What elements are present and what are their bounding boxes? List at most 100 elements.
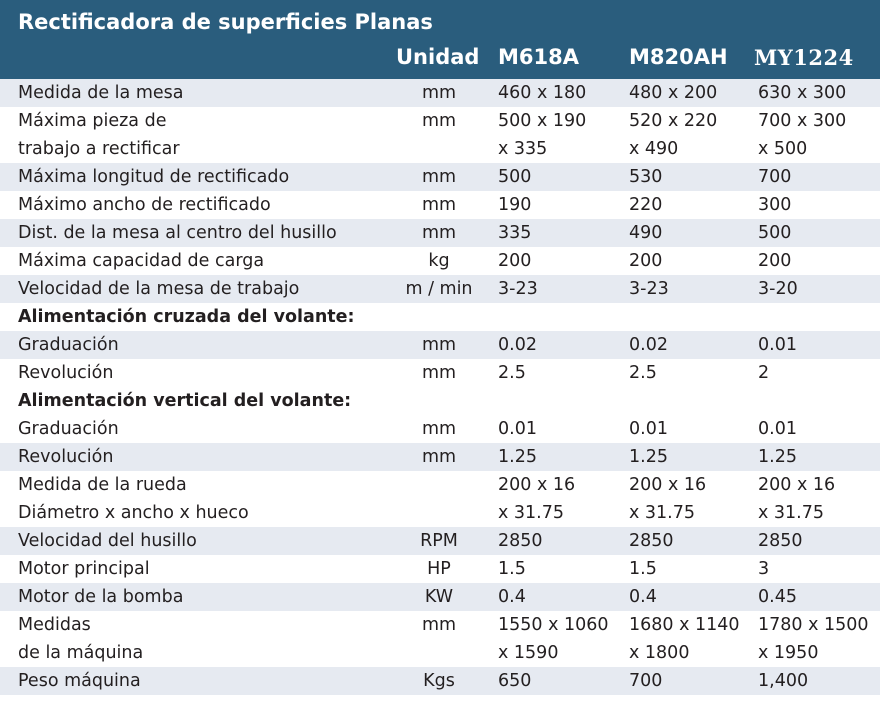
row-unit: mm <box>421 615 457 635</box>
cell-model-1: 1.25 <box>498 447 537 467</box>
section-row: Alimentación vertical del volante: <box>0 387 880 415</box>
row-label: Revolución <box>18 447 114 467</box>
cell-model-3: 630 x 300 <box>758 83 847 103</box>
cell-model-2: x 490 <box>629 139 679 159</box>
table-row: Graduación mm 0.02 0.02 0.01 <box>0 331 880 359</box>
row-unit: kg <box>428 251 450 271</box>
row-unit: mm <box>421 363 457 383</box>
row-unit: mm <box>421 111 457 131</box>
table-row: de la máquina x 1590 x 1800 x 1950 <box>0 639 880 667</box>
row-label: Graduación <box>18 419 119 439</box>
row-label: Máximo ancho de rectificado <box>18 195 271 215</box>
cell-model-2: 3-23 <box>629 279 669 299</box>
cell-model-3: 300 <box>758 195 792 215</box>
cell-model-3: 200 x 16 <box>758 475 836 495</box>
cell-model-3: 1780 x 1500 <box>758 615 869 635</box>
cell-model-1: 1.5 <box>498 559 526 579</box>
cell-model-2: x 1800 <box>629 643 690 663</box>
spec-table-body: Medida de la mesa mm 460 x 180 480 x 200 630… <box>0 79 880 695</box>
row-label: Alimentación cruzada del volante: <box>18 307 355 327</box>
cell-model-2: 0.02 <box>629 335 668 355</box>
row-label: Motor de la bomba <box>18 587 184 607</box>
row-label: Velocidad de la mesa de trabajo <box>18 279 300 299</box>
cell-model-2: 490 <box>629 223 663 243</box>
cell-model-2: 0.4 <box>629 587 657 607</box>
cell-model-2: 1.25 <box>629 447 668 467</box>
row-label: Máxima pieza de <box>18 111 167 131</box>
table-row: Dist. de la mesa al centro del husillo mm… <box>0 219 880 247</box>
cell-model-3: 1,400 <box>758 671 809 691</box>
cell-model-1: 200 x 16 <box>498 475 576 495</box>
cell-model-2: x 31.75 <box>629 503 696 523</box>
cell-model-1: 190 <box>498 195 532 215</box>
row-unit: mm <box>421 419 457 439</box>
cell-model-1: 2.5 <box>498 363 526 383</box>
cell-model-3: 0.01 <box>758 335 797 355</box>
cell-model-3: 0.01 <box>758 419 797 439</box>
row-unit: mm <box>421 167 457 187</box>
table-row: Velocidad de la mesa de trabajo m / min 3-… <box>0 275 880 303</box>
cell-model-1: 500 <box>498 167 532 187</box>
cell-model-1: x 335 <box>498 139 548 159</box>
row-label: Medida de la rueda <box>18 475 187 495</box>
row-unit: mm <box>421 223 457 243</box>
cell-model-1: 500 x 190 <box>498 111 587 131</box>
cell-model-2: 2.5 <box>629 363 657 383</box>
table-row: Revolución mm 1.25 1.25 1.25 <box>0 443 880 471</box>
table-row: Velocidad del husillo RPM 2850 2850 2850 <box>0 527 880 555</box>
table-row: Motor de la bomba KW 0.4 0.4 0.45 <box>0 583 880 611</box>
table-row: Graduación mm 0.01 0.01 0.01 <box>0 415 880 443</box>
cell-model-3: 3-20 <box>758 279 798 299</box>
cell-model-3: 200 <box>758 251 792 271</box>
row-unit: mm <box>421 447 457 467</box>
cell-model-1: 200 <box>498 251 532 271</box>
row-label: Dist. de la mesa al centro del husillo <box>18 223 337 243</box>
cell-model-1: 2850 <box>498 531 543 551</box>
cell-model-1: 1550 x 1060 <box>498 615 609 635</box>
cell-model-2: 0.01 <box>629 419 668 439</box>
cell-model-1: 0.4 <box>498 587 526 607</box>
row-label: Máxima longitud de rectificado <box>18 167 290 187</box>
row-label: Motor principal <box>18 559 150 579</box>
cell-model-1: 460 x 180 <box>498 83 587 103</box>
row-unit: mm <box>421 195 457 215</box>
cell-model-2: 700 <box>629 671 663 691</box>
row-label: trabajo a rectificar <box>18 139 180 159</box>
cell-model-2: 220 <box>629 195 663 215</box>
cell-model-3: 1.25 <box>758 447 797 467</box>
cell-model-2: 530 <box>629 167 663 187</box>
row-unit: HP <box>427 559 451 579</box>
cell-model-1: x 31.75 <box>498 503 565 523</box>
row-label: Medidas <box>18 615 91 635</box>
cell-model-2: 520 x 220 <box>629 111 718 131</box>
cell-model-2: 1680 x 1140 <box>629 615 740 635</box>
cell-model-2: 2850 <box>629 531 674 551</box>
row-label: Velocidad del husillo <box>18 531 197 551</box>
table-row: trabajo a rectificar x 335 x 490 x 500 <box>0 135 880 163</box>
cell-model-3: 2 <box>758 363 770 383</box>
row-label: Graduación <box>18 335 119 355</box>
column-header-model-1: M618A <box>498 45 579 69</box>
cell-model-1: 0.01 <box>498 419 537 439</box>
row-unit: m / min <box>405 279 473 299</box>
cell-model-3: 500 <box>758 223 792 243</box>
section-row: Alimentación cruzada del volante: <box>0 303 880 331</box>
table-row: Revolución mm 2.5 2.5 2 <box>0 359 880 387</box>
table-row: Medidas mm 1550 x 1060 1680 x 1140 1780 x 15… <box>0 611 880 639</box>
table-header: Rectificadora de superficies Planas Unid… <box>0 0 880 79</box>
table-row: Medida de la rueda 200 x 16 200 x 16 200 x … <box>0 471 880 499</box>
row-label: Alimentación vertical del volante: <box>18 391 352 411</box>
column-header-unit: Unidad <box>396 45 480 69</box>
column-header-model-2: M820AH <box>629 45 728 69</box>
row-label: Medida de la mesa <box>18 83 184 103</box>
table-row: Medida de la mesa mm 460 x 180 480 x 200 630… <box>0 79 880 107</box>
row-unit: KW <box>424 587 454 607</box>
cell-model-1: 335 <box>498 223 532 243</box>
row-unit: Kgs <box>423 671 455 691</box>
table-row: Máxima longitud de rectificado mm 500 530 70… <box>0 163 880 191</box>
cell-model-3: 3 <box>758 559 770 579</box>
cell-model-3: 2850 <box>758 531 803 551</box>
cell-model-2: 200 x 16 <box>629 475 707 495</box>
table-row: Peso máquina Kgs 650 700 1,400 <box>0 667 880 695</box>
row-label: Revolución <box>18 363 114 383</box>
